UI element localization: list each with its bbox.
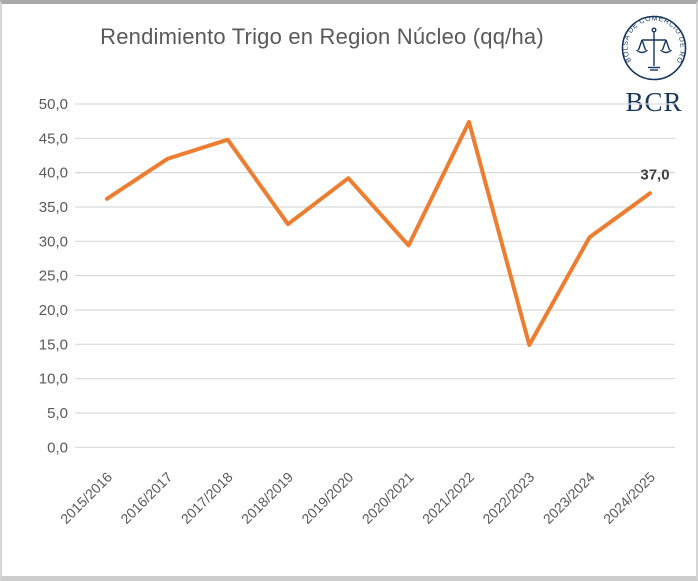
chart-title: Rendimiento Trigo en Region Núcleo (qq/h… (100, 24, 544, 49)
x-tick-label: 2023/2024 (540, 469, 598, 527)
y-tick-label: 45,0 (39, 130, 68, 147)
last-point-data-label: 37,0 (640, 166, 669, 183)
y-tick-label: 0,0 (47, 439, 68, 456)
bcr-logo: BOLSA DE COMERCIO DE ROSARIO BCR (618, 9, 690, 117)
bcr-logo-text: BCR (625, 87, 683, 117)
y-tick-label: 10,0 (39, 371, 68, 388)
x-tick-label: 2015/2016 (57, 469, 115, 527)
y-tick-label: 30,0 (39, 233, 68, 250)
y-tick-label: 20,0 (39, 302, 68, 319)
y-tick-label: 25,0 (39, 268, 68, 285)
y-tick-label: 40,0 (39, 165, 68, 182)
line-chart: 50,0 45,0 40,0 35,0 30,0 25,0 20,0 15,0 10,0 5,0 0… (39, 96, 675, 527)
caduceus-scales-icon (636, 27, 672, 71)
y-tick-label: 50,0 (39, 96, 68, 113)
y-tick-label: 15,0 (39, 336, 68, 353)
x-tick-label: 2021/2022 (419, 469, 477, 527)
x-tick-label: 2017/2018 (178, 469, 236, 527)
x-tick-label: 2018/2019 (238, 469, 296, 527)
x-tick-label: 2016/2017 (117, 469, 175, 527)
y-tick-label: 35,0 (39, 199, 68, 216)
bcr-seal-icon: BOLSA DE COMERCIO DE ROSARIO (618, 9, 687, 81)
x-tick-label: 2020/2021 (359, 469, 417, 527)
data-line-series (105, 119, 652, 347)
x-tick-label: 2022/2023 (479, 469, 537, 527)
x-tick-label: 2019/2020 (298, 469, 356, 527)
x-tick-label: 2024/2025 (600, 469, 658, 527)
y-tick-label: 5,0 (47, 405, 68, 422)
